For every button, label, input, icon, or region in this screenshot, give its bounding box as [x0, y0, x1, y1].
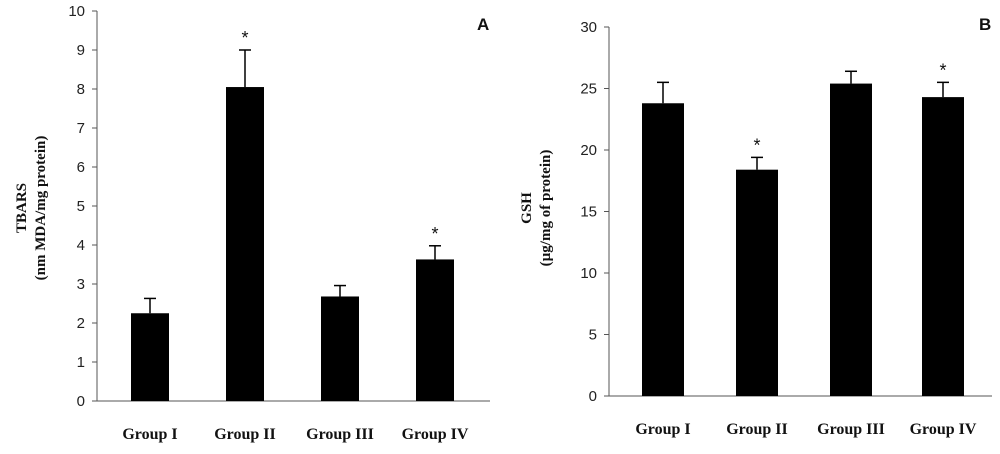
bar [321, 296, 359, 401]
y-tick-label: 25 [580, 81, 597, 98]
panel-label-a: A [477, 15, 489, 34]
bar [226, 87, 264, 402]
bar [416, 259, 454, 401]
y-tick-label: 2 [77, 315, 85, 332]
bar [642, 103, 684, 396]
category-label: Group IV [910, 421, 977, 438]
y-tick-label: 15 [580, 204, 597, 221]
category-label: Group III [817, 421, 885, 438]
category-label: Group II [214, 426, 276, 443]
y-tick-label: 3 [77, 276, 85, 293]
y-axis-label-b-line1: GSH [519, 192, 535, 224]
category-label: Group I [122, 426, 177, 443]
bar [830, 83, 872, 396]
y-tick-label: 10 [68, 3, 85, 20]
y-tick-label: 6 [77, 159, 85, 176]
significance-marker: * [241, 28, 248, 48]
y-axis-label-b-line2: (µg/mg of protein) [538, 150, 554, 267]
y-tick-label: 30 [580, 19, 597, 36]
y-tick-label: 20 [580, 142, 597, 159]
y-tick-label: 1 [77, 354, 85, 371]
category-label: Group I [635, 421, 690, 438]
bar [736, 169, 778, 396]
y-axis-label-a-line2: (nm MDA/mg protein) [33, 136, 49, 281]
bar [131, 313, 169, 401]
panel-label-b: B [979, 15, 991, 34]
y-tick-label: 4 [77, 237, 85, 254]
y-tick-label: 5 [589, 327, 597, 344]
significance-marker: * [753, 135, 760, 155]
y-tick-label: 7 [77, 120, 85, 137]
significance-marker: * [431, 224, 438, 244]
y-tick-label: 0 [77, 393, 85, 410]
significance-marker: * [939, 60, 946, 80]
chart-panel-b: GSH (µg/mg of protein) B 0 5 10 15 20 25 30 Gro… [519, 15, 992, 438]
y-tick-label: 9 [77, 42, 85, 59]
category-label: Group IV [402, 426, 469, 443]
chart-panel-a: TBARS (nm MDA/mg protein) A 0 1 2 3 4 5 6 7 8 9 10… [14, 3, 490, 443]
category-label: Group III [306, 426, 374, 443]
category-label: Group II [726, 421, 788, 438]
y-tick-label: 10 [580, 265, 597, 282]
y-tick-label: 8 [77, 81, 85, 98]
y-axis-label-a-line1: TBARS [14, 183, 30, 233]
y-tick-label: 0 [589, 388, 597, 405]
bar [922, 97, 964, 397]
y-tick-label: 5 [77, 198, 85, 215]
